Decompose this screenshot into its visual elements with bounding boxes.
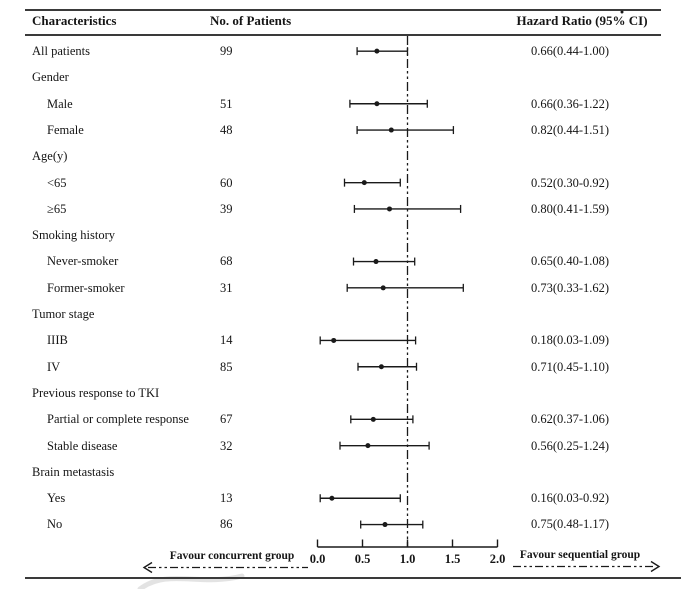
row-patient-count: 51 bbox=[220, 96, 233, 111]
row-hazard-ratio-text: 0.73(0.33-1.62) bbox=[530, 280, 610, 295]
x-axis-tick-label: 0.5 bbox=[354, 552, 371, 566]
favour-right-label: Favour sequential group bbox=[519, 549, 641, 561]
row-label: Male bbox=[47, 96, 73, 111]
row-label: Stable disease bbox=[47, 438, 118, 453]
point-estimate-marker bbox=[329, 495, 335, 501]
favour-left-label: Favour concurrent group bbox=[169, 550, 295, 562]
bottom-rule bbox=[25, 577, 681, 579]
row-label: <65 bbox=[47, 175, 67, 190]
row-patient-count: 13 bbox=[220, 491, 233, 506]
row-patient-count: 39 bbox=[220, 201, 233, 216]
point-estimate-marker bbox=[370, 416, 376, 422]
row-hazard-ratio-text: 0.66(0.36-1.22) bbox=[530, 96, 610, 111]
favour-left-arrow-head bbox=[142, 561, 153, 574]
row-group-label: Previous response to TKI bbox=[32, 385, 160, 400]
favour-right-arrow-head bbox=[650, 560, 661, 573]
point-estimate-marker bbox=[378, 364, 384, 370]
row-hazard-ratio-text: 0.16(0.03-0.92) bbox=[530, 491, 610, 506]
point-estimate-marker bbox=[331, 337, 337, 343]
point-estimate-marker bbox=[374, 101, 380, 107]
point-estimate-marker bbox=[387, 206, 392, 212]
row-hazard-ratio-text: 0.66(0.44-1.00) bbox=[530, 44, 610, 58]
row-label: Partial or complete response bbox=[47, 412, 189, 427]
row-patient-count: 48 bbox=[220, 122, 233, 137]
row-label: IIIB bbox=[47, 333, 68, 348]
row-patient-count: 86 bbox=[220, 517, 233, 532]
row-hazard-ratio-text: 0.56(0.25-1.24) bbox=[530, 438, 610, 453]
point-estimate-marker bbox=[373, 259, 379, 265]
row-group-label: Tumor stage bbox=[32, 307, 95, 321]
top-rule bbox=[25, 9, 661, 11]
column-header-characteristics: Characteristics bbox=[32, 13, 117, 28]
row-group-label: Age(y) bbox=[32, 149, 68, 164]
row-hazard-ratio-text: 0.80(0.41-1.59) bbox=[530, 201, 610, 216]
row-label: Former-smoker bbox=[47, 280, 125, 295]
x-axis-tick-label: 0.0 bbox=[309, 552, 326, 566]
row-hazard-ratio-text: 0.65(0.40-1.08) bbox=[530, 254, 610, 269]
row-hazard-ratio-text: 0.52(0.30-0.92) bbox=[530, 175, 610, 190]
row-hazard-ratio-text: 0.18(0.03-1.09) bbox=[530, 333, 610, 348]
row-group-label: Brain metastasis bbox=[32, 464, 115, 479]
row-hazard-ratio-text: 0.62(0.37-1.06) bbox=[530, 412, 610, 427]
row-patient-count: 67 bbox=[220, 412, 233, 427]
row-patient-count: 31 bbox=[220, 280, 233, 295]
point-estimate-marker bbox=[374, 48, 380, 54]
row-label: Yes bbox=[47, 491, 66, 506]
row-patient-count: 14 bbox=[220, 333, 233, 348]
point-estimate-marker bbox=[382, 522, 388, 528]
row-label: Never-smoker bbox=[47, 254, 119, 269]
row-label: No bbox=[47, 517, 63, 532]
row-group-label: Gender bbox=[32, 70, 69, 85]
column-header-patients: No. of Patients bbox=[210, 13, 292, 28]
point-estimate-marker bbox=[388, 127, 394, 133]
row-label: IV bbox=[47, 359, 61, 374]
row-label: Female bbox=[47, 122, 84, 137]
row-hazard-ratio-text: 0.82(0.44-1.51) bbox=[530, 122, 610, 137]
x-axis-tick-label: 1.0 bbox=[399, 552, 416, 566]
row-group-label: All patients bbox=[32, 44, 90, 58]
x-axis-tick-label: 1.5 bbox=[444, 552, 461, 566]
x-axis-tick-label: 2.0 bbox=[489, 552, 506, 566]
point-estimate-marker bbox=[365, 443, 371, 449]
point-estimate-marker bbox=[380, 285, 386, 291]
row-hazard-ratio-text: 0.75(0.48-1.17) bbox=[530, 517, 610, 532]
column-header-hazard-ratio: Hazard Ratio (95% CI) bbox=[516, 13, 648, 28]
point-estimate-marker bbox=[361, 180, 367, 186]
scan-artifact-dot bbox=[620, 10, 624, 14]
row-patient-count: 99 bbox=[220, 44, 233, 58]
row-label: ≥65 bbox=[47, 201, 67, 216]
row-hazard-ratio-text: 0.71(0.45-1.10) bbox=[530, 359, 610, 374]
row-patient-count: 60 bbox=[220, 175, 233, 190]
header-underline-rule bbox=[25, 34, 661, 36]
row-group-label: Smoking history bbox=[32, 228, 115, 243]
row-patient-count: 68 bbox=[220, 254, 233, 269]
row-patient-count: 85 bbox=[220, 359, 233, 374]
row-patient-count: 32 bbox=[220, 438, 233, 453]
